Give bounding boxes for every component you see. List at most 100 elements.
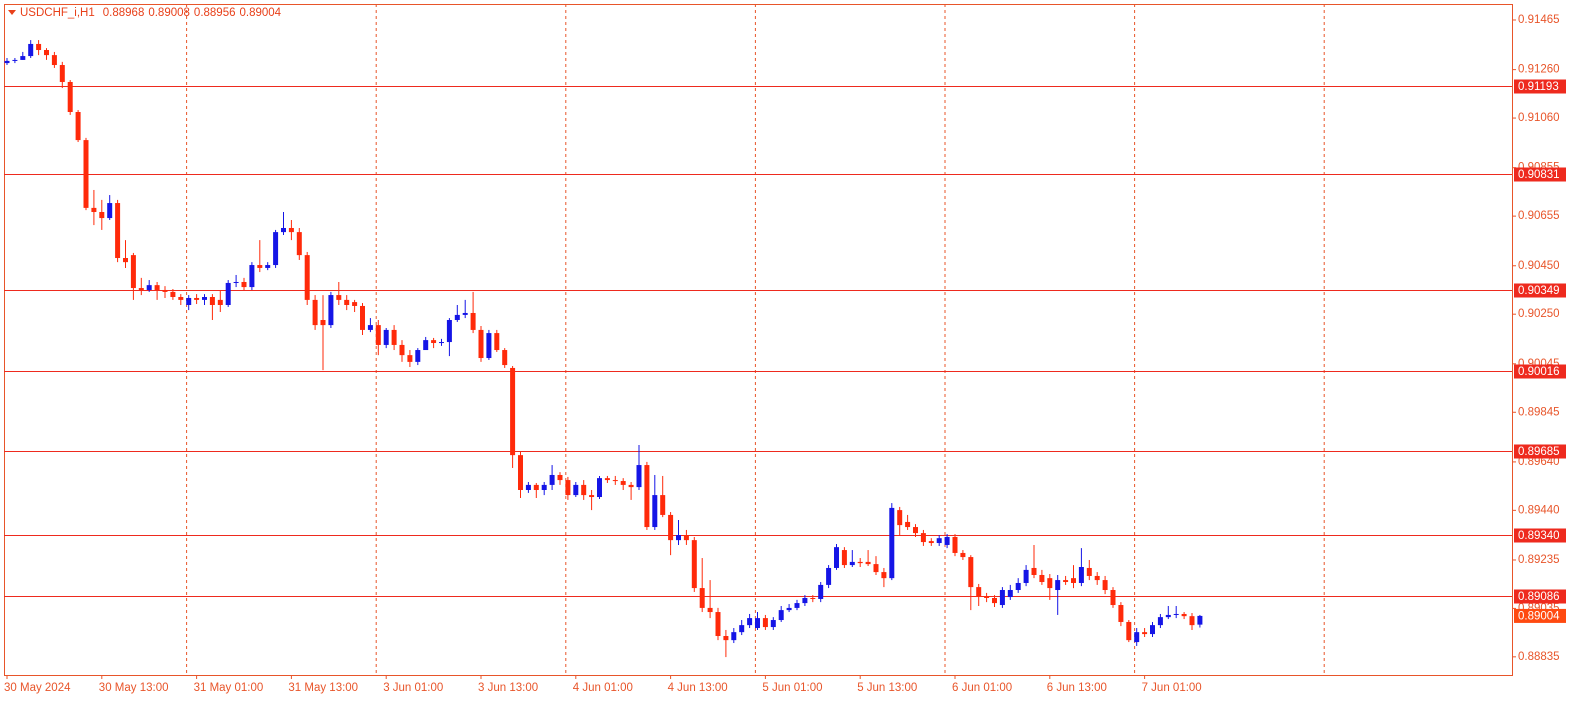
last-price-box bbox=[1514, 608, 1566, 623]
candle-body bbox=[1189, 616, 1195, 626]
candle-body bbox=[320, 320, 326, 326]
candle-body bbox=[281, 227, 286, 233]
candle-body bbox=[12, 59, 18, 61]
level-label: 0.89685 bbox=[1518, 446, 1560, 458]
candle-body bbox=[573, 484, 579, 496]
candle-body bbox=[454, 314, 460, 321]
candle-body bbox=[889, 507, 895, 579]
candle-body bbox=[407, 355, 413, 362]
x-tick-label: 31 May 13:00 bbox=[288, 682, 358, 694]
header-open: 0.88968 bbox=[103, 7, 145, 19]
y-tick-label: 0.90655 bbox=[1518, 210, 1560, 222]
candle-body bbox=[478, 329, 484, 359]
level-label-box bbox=[1514, 283, 1566, 298]
candle-body bbox=[1086, 567, 1092, 576]
candle-body bbox=[826, 567, 832, 585]
x-tick-label: 4 Jun 13:00 bbox=[668, 682, 728, 694]
candle-body bbox=[739, 625, 745, 633]
candle-body bbox=[67, 81, 73, 112]
candle-body bbox=[99, 212, 105, 219]
candle-body bbox=[1150, 625, 1155, 635]
candle-body bbox=[557, 474, 563, 481]
candle-body bbox=[328, 295, 334, 326]
candle-body bbox=[897, 510, 903, 526]
level-label: 0.90016 bbox=[1518, 366, 1560, 378]
candle-body bbox=[296, 232, 302, 256]
candle-body bbox=[154, 285, 160, 290]
symbol-menu-arrow bbox=[8, 10, 16, 15]
candle-body bbox=[1094, 575, 1100, 581]
candle-body bbox=[352, 302, 358, 306]
y-tick-label: 0.89235 bbox=[1518, 554, 1560, 566]
candle-body bbox=[312, 299, 318, 326]
candle-body bbox=[707, 607, 713, 613]
candle-body bbox=[1134, 632, 1140, 643]
candle-body bbox=[360, 305, 365, 330]
candle-body bbox=[28, 43, 34, 57]
candle-body bbox=[794, 603, 800, 608]
candle-body bbox=[431, 340, 437, 344]
candle-body bbox=[1173, 613, 1179, 615]
candle-body bbox=[1023, 569, 1029, 583]
candle-body bbox=[755, 618, 760, 629]
level-label: 0.90831 bbox=[1518, 169, 1560, 181]
candle-body bbox=[936, 538, 942, 544]
candle-body bbox=[723, 636, 729, 641]
candle-body bbox=[1126, 621, 1132, 641]
candle-body bbox=[75, 111, 81, 141]
candle-body bbox=[818, 584, 824, 599]
candle-body bbox=[731, 632, 737, 641]
level-label-box bbox=[1514, 444, 1566, 459]
x-tick-label: 30 May 13:00 bbox=[99, 682, 169, 694]
candle-body bbox=[1078, 567, 1084, 583]
candle-body bbox=[597, 478, 602, 498]
level-label-box bbox=[1514, 528, 1566, 543]
candle-body bbox=[439, 342, 444, 344]
candle-body bbox=[699, 588, 705, 608]
header-close: 0.89004 bbox=[240, 7, 282, 19]
candle-body bbox=[778, 610, 784, 621]
candle-body bbox=[399, 344, 405, 356]
candle-body bbox=[265, 265, 271, 268]
y-tick-label: 0.91060 bbox=[1518, 112, 1560, 124]
candle-body bbox=[288, 227, 294, 233]
candle-body bbox=[4, 60, 10, 64]
candle-body bbox=[162, 289, 168, 292]
candle-body bbox=[1110, 590, 1116, 606]
candle-body bbox=[209, 297, 215, 305]
candle-body bbox=[834, 547, 839, 568]
candle-body bbox=[20, 56, 26, 60]
candle-body bbox=[849, 561, 855, 566]
candle-body bbox=[810, 597, 816, 599]
level-label: 0.90349 bbox=[1518, 285, 1560, 297]
candle-body bbox=[194, 297, 200, 300]
candle-body bbox=[999, 590, 1005, 606]
candle-body bbox=[1063, 580, 1069, 583]
candle-body bbox=[391, 329, 397, 345]
candle-body bbox=[668, 514, 674, 541]
candle-body bbox=[715, 612, 721, 637]
candle-body bbox=[510, 367, 516, 456]
candle-body bbox=[423, 340, 429, 351]
candle-body bbox=[375, 325, 381, 345]
candle-body bbox=[178, 297, 184, 300]
candle-body bbox=[1181, 613, 1187, 617]
candle-body bbox=[873, 564, 879, 573]
y-tick-label: 0.91260 bbox=[1518, 64, 1560, 76]
candle-body bbox=[683, 535, 689, 541]
candle-body bbox=[913, 527, 918, 534]
candle-body bbox=[1055, 580, 1061, 591]
candle-body bbox=[786, 607, 792, 611]
header-low: 0.88956 bbox=[194, 7, 236, 19]
candle-body bbox=[857, 561, 863, 564]
candle-body bbox=[636, 465, 642, 488]
candle-body bbox=[383, 329, 389, 345]
y-tick-label: 0.90450 bbox=[1518, 260, 1560, 272]
candle-body bbox=[336, 295, 342, 300]
candle-body bbox=[747, 618, 753, 626]
candle-body bbox=[170, 291, 176, 298]
candle-body bbox=[91, 207, 97, 213]
last-price-label: 0.89004 bbox=[1518, 610, 1560, 622]
candle-body bbox=[802, 597, 808, 604]
candle-body bbox=[920, 533, 926, 543]
